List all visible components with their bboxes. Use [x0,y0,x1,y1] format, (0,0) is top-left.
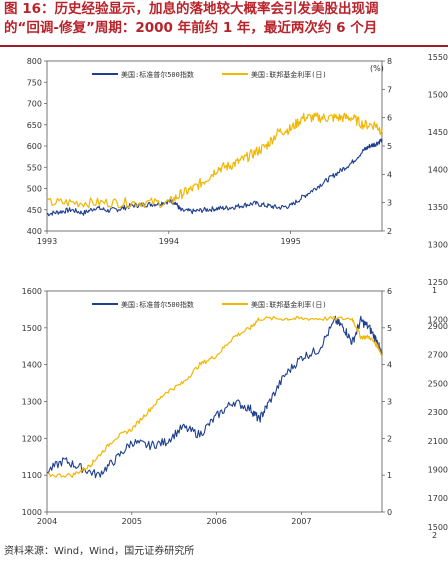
legend-label-fed-rate: 美国:联邦基金利率(日) [251,70,327,79]
x-tick-label: 2004 [37,517,57,526]
y-left-tick-label: 650 [27,121,42,130]
neighbor-axis-tick: 2100 [428,437,448,446]
legend-label-sp500: 美国:标准普尔500指数 [121,300,194,309]
x-tick-label: 2006 [206,517,226,526]
title-divider [0,45,448,47]
y-right-tick-label: 7 [387,85,392,94]
y-right-tick-label: 5 [387,142,392,151]
y-right-tick-label: 6 [387,114,392,123]
y-left-tick-label: 1000 [22,508,42,517]
fed-rate-line [46,315,383,478]
neighbor-axis-tick: 2300 [428,408,448,417]
y-left-tick-label: 1600 [22,287,42,296]
neighbor-axis-tick: 1500 [428,523,448,532]
neighbor-axis-tick: 1350 [428,203,448,212]
y-left-tick-label: 1500 [22,324,42,333]
x-tick-label: 2005 [122,517,142,526]
x-tick-label: 1995 [280,237,300,246]
figure-title: 图 16：历史经验显示，加息的落地较大概率会引发美股出现调 的“回调-修复”周期… [4,0,448,38]
y-left-tick-label: 450 [27,206,42,215]
y-left-tick-label: 400 [27,227,42,236]
y-right-tick-label: 1 [387,471,392,480]
y-right-tick-label: 5 [387,324,392,333]
y-right-tick-label: 2 [387,434,392,443]
neighbor-axis-tick: 1550 [428,53,448,62]
neighbor-axis-tick: 1400 [428,166,448,175]
sp500-line [46,315,383,479]
y-right-tick-label: 6 [387,287,392,296]
y-left-tick-label: 550 [27,163,42,172]
legend-label-fed-rate: 美国:联邦基金利率(日) [251,300,327,309]
neighbor-axis-tick: 1300 [428,241,448,250]
figure-title-line-1: 图 16：历史经验显示，加息的落地较大概率会引发美股出现调 [4,1,379,17]
y-left-tick-label: 600 [27,142,42,151]
source-note: 资料来源：Wind，Wind，国元证券研究所 [4,546,195,557]
y-left-tick-label: 1100 [22,471,42,480]
y-right-tick-label: 4 [387,361,392,370]
y-left-tick-label: 500 [27,185,42,194]
neighbor-axis-tick: 2900 [428,322,448,331]
y-left-tick-label: 1300 [22,398,42,407]
right-axis-unit: (%) [370,64,384,73]
y-right-tick-label: 2 [387,227,392,236]
y-right-tick-label: 4 [387,170,392,179]
neighbor-axis-tick: 1200 [428,316,448,325]
legend-label-sp500: 美国:标准普尔500指数 [121,70,194,79]
neighbor-axis-tick: 2 [432,531,437,540]
y-right-tick-label: 0 [387,508,392,517]
fed-rate-line [46,112,383,209]
plot-frame-1 [46,60,383,232]
y-right-tick-label: 3 [387,398,392,407]
y-left-tick-label: 800 [27,57,42,66]
neighbor-axis-tick: 1 [432,286,437,295]
neighbor-axis-tick: 2700 [428,351,448,360]
neighbor-axis-tick: 1900 [428,466,448,475]
y-left-tick-label: 1200 [22,434,42,443]
y-left-tick-label: 750 [27,78,42,87]
figure-title-line-2: 的“回调-修复”周期：2000 年前约 1 年，最近两次约 6 个月 [4,20,378,36]
y-right-tick-label: 8 [387,57,392,66]
sp500-line [46,138,383,217]
neighbor-axis-tick: 1500 [428,91,448,100]
neighbor-axis-tick: 1450 [428,128,448,137]
x-tick-label: 1993 [37,237,57,246]
y-right-tick-label: 3 [387,199,392,208]
y-left-tick-label: 1400 [22,361,42,370]
x-tick-label: 1994 [159,237,179,246]
x-tick-label: 2007 [291,517,311,526]
y-left-tick-label: 700 [27,100,42,109]
neighbor-axis-tick: 1250 [428,278,448,287]
neighbor-axis-tick: 1700 [428,494,448,503]
neighbor-axis-tick: 2500 [428,379,448,388]
